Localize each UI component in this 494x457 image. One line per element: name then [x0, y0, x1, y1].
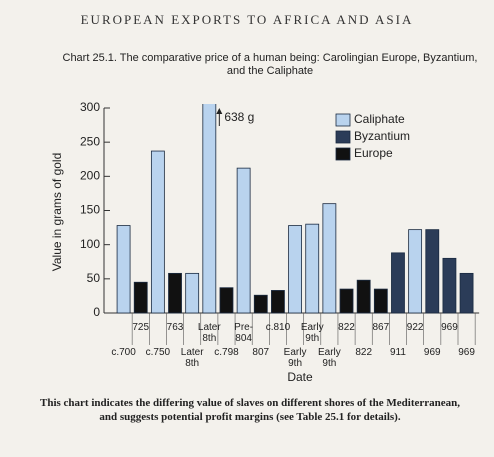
bar — [202, 104, 217, 314]
x-tick-label: c.700 — [111, 347, 136, 358]
bar — [288, 225, 302, 314]
y-tick-label: 0 — [93, 305, 100, 319]
bar — [322, 203, 337, 314]
y-axis-label: Value in grams of gold — [50, 153, 64, 272]
y-tick-label: 150 — [80, 203, 100, 217]
bar — [133, 281, 148, 314]
bar — [168, 272, 182, 314]
x-tick-label: 763 — [166, 322, 184, 333]
x-tick-label: c.810 — [265, 322, 291, 333]
bar — [236, 167, 251, 314]
legend-label: Caliphate — [354, 112, 405, 126]
legend-label: Europe — [354, 146, 393, 160]
bar — [459, 272, 474, 314]
x-tick-label: 911 — [389, 347, 406, 358]
x-tick-label: 725 — [132, 322, 150, 333]
x-tick-label: Early 9th — [300, 322, 324, 344]
x-tick-label: Later 8th — [197, 322, 221, 344]
bar — [408, 229, 423, 314]
running-header: EUROPEAN EXPORTS TO AFRICA AND ASIA — [80, 12, 414, 27]
bar — [219, 287, 234, 314]
x-tick-label: 822 — [355, 347, 373, 358]
arrow-head — [216, 108, 223, 114]
value-label: 638 g — [224, 110, 254, 124]
bar — [356, 279, 371, 314]
caption: This chart indicates the differing value… — [40, 397, 460, 423]
x-tick-label: Pre-804 — [234, 322, 254, 344]
x-axis-label: Date — [287, 370, 313, 384]
bar — [425, 229, 440, 314]
bar — [339, 288, 354, 314]
x-tick-label: Early 9th — [283, 347, 307, 369]
x-tick-label: 822 — [338, 322, 355, 333]
x-tick-label: 922 — [406, 322, 424, 333]
bar — [116, 225, 131, 314]
y-tick-label: 250 — [80, 134, 100, 148]
y-tick-label: 300 — [80, 100, 100, 114]
bar — [271, 290, 285, 314]
legend-swatch — [335, 113, 351, 127]
y-tick-label: 50 — [87, 271, 101, 285]
legend-label: Byzantium — [354, 129, 410, 143]
x-tick-label: 807 — [252, 347, 270, 358]
bar — [442, 257, 457, 314]
x-tick-label: Later 8th — [180, 347, 204, 369]
bar — [185, 272, 200, 314]
x-tick-label: 867 — [372, 322, 390, 333]
bar — [373, 288, 388, 314]
y-tick-label: 100 — [80, 237, 100, 251]
y-tick-label: 200 — [80, 169, 100, 183]
legend-swatch — [335, 130, 351, 144]
chart-title: Chart 25.1. The comparative price of a h… — [62, 52, 478, 77]
bar — [305, 223, 320, 314]
x-tick-label: 969 — [423, 347, 441, 358]
legend-swatch — [335, 147, 351, 161]
x-tick-label: 969 — [458, 347, 475, 358]
x-tick-label: c.798 — [214, 347, 239, 358]
x-tick-label: c.750 — [145, 347, 171, 358]
x-tick-label: Early 9th — [317, 347, 341, 369]
bar — [391, 252, 405, 314]
bar — [150, 150, 165, 314]
bar — [253, 294, 268, 314]
x-tick-label: 969 — [441, 322, 458, 333]
